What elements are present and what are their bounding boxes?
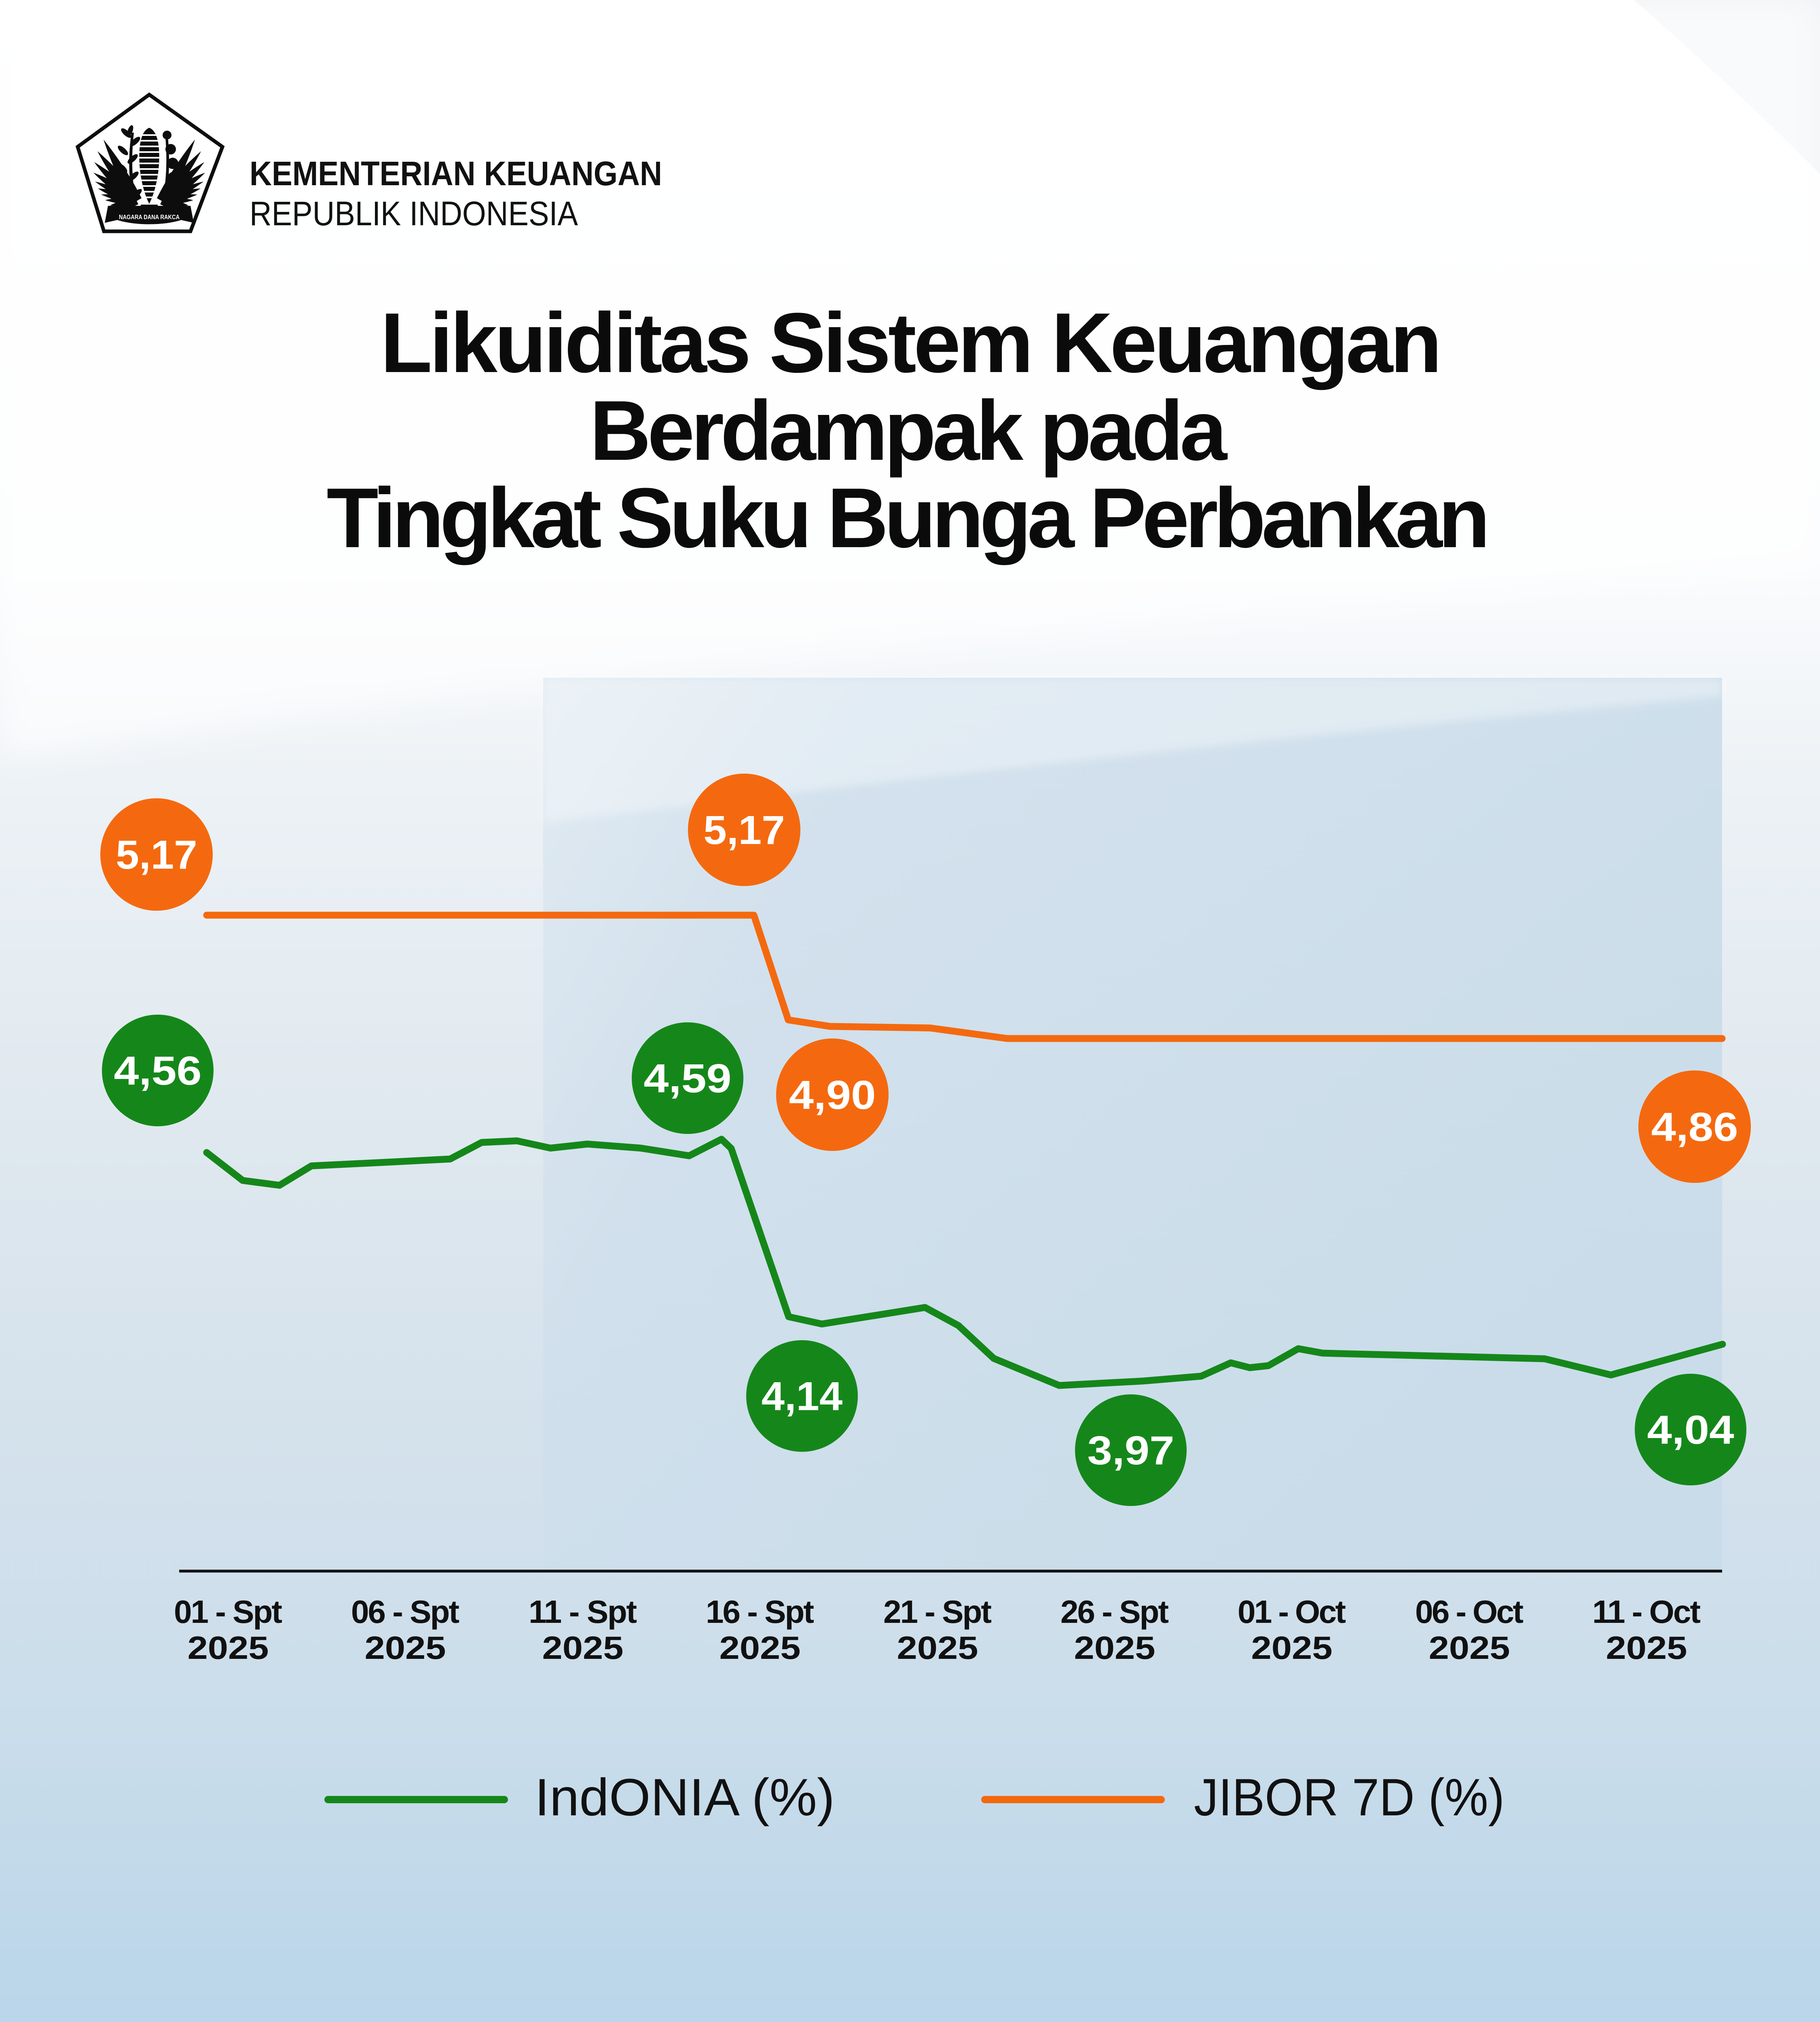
svg-text:2025: 2025 xyxy=(187,1630,269,1666)
svg-text:Tingkat Suku Bunga Perbankan: Tingkat Suku Bunga Perbankan xyxy=(327,470,1490,565)
svg-text:01 - Spt: 01 - Spt xyxy=(174,1594,282,1630)
svg-text:01 - Oct: 01 - Oct xyxy=(1238,1594,1346,1630)
svg-text:06 - Oct: 06 - Oct xyxy=(1415,1594,1524,1630)
svg-text:KEMENTERIAN KEUANGAN: KEMENTERIAN KEUANGAN xyxy=(250,154,662,192)
svg-text:4,56: 4,56 xyxy=(114,1048,201,1093)
svg-text:11 - Spt: 11 - Spt xyxy=(529,1594,637,1630)
svg-text:4,04: 4,04 xyxy=(1647,1408,1734,1453)
svg-text:IndONIA (%): IndONIA (%) xyxy=(535,1768,835,1827)
svg-text:4,90: 4,90 xyxy=(789,1073,876,1118)
svg-text:2025: 2025 xyxy=(719,1630,800,1666)
svg-text:4,59: 4,59 xyxy=(643,1056,731,1101)
svg-text:5,17: 5,17 xyxy=(703,808,785,853)
svg-text:2025: 2025 xyxy=(364,1630,446,1666)
svg-text:Likuiditas Sistem Keuangan: Likuiditas Sistem Keuangan xyxy=(381,295,1442,390)
svg-text:3,97: 3,97 xyxy=(1087,1428,1174,1473)
svg-text:06 - Spt: 06 - Spt xyxy=(351,1594,459,1630)
svg-text:2025: 2025 xyxy=(1251,1630,1332,1666)
svg-text:21 - Spt: 21 - Spt xyxy=(883,1594,992,1630)
svg-text:2025: 2025 xyxy=(542,1630,623,1666)
svg-text:NAGARA DANA RAKCA: NAGARA DANA RAKCA xyxy=(119,214,180,221)
svg-text:4,14: 4,14 xyxy=(762,1373,842,1419)
svg-text:JIBOR 7D (%): JIBOR 7D (%) xyxy=(1194,1768,1505,1827)
svg-text:16 - Spt: 16 - Spt xyxy=(706,1594,814,1630)
svg-text:2025: 2025 xyxy=(1428,1630,1510,1666)
svg-text:REPUBLIK INDONESIA: REPUBLIK INDONESIA xyxy=(250,195,578,233)
svg-text:26 - Spt: 26 - Spt xyxy=(1060,1594,1169,1630)
svg-text:4,86: 4,86 xyxy=(1651,1105,1738,1150)
svg-text:11 - Oct: 11 - Oct xyxy=(1592,1594,1701,1630)
svg-text:Berdampak pada: Berdampak pada xyxy=(590,383,1228,478)
svg-text:2025: 2025 xyxy=(897,1630,978,1666)
svg-text:2025: 2025 xyxy=(1606,1630,1687,1666)
svg-text:2025: 2025 xyxy=(1074,1630,1155,1666)
svg-text:5,17: 5,17 xyxy=(116,832,197,878)
